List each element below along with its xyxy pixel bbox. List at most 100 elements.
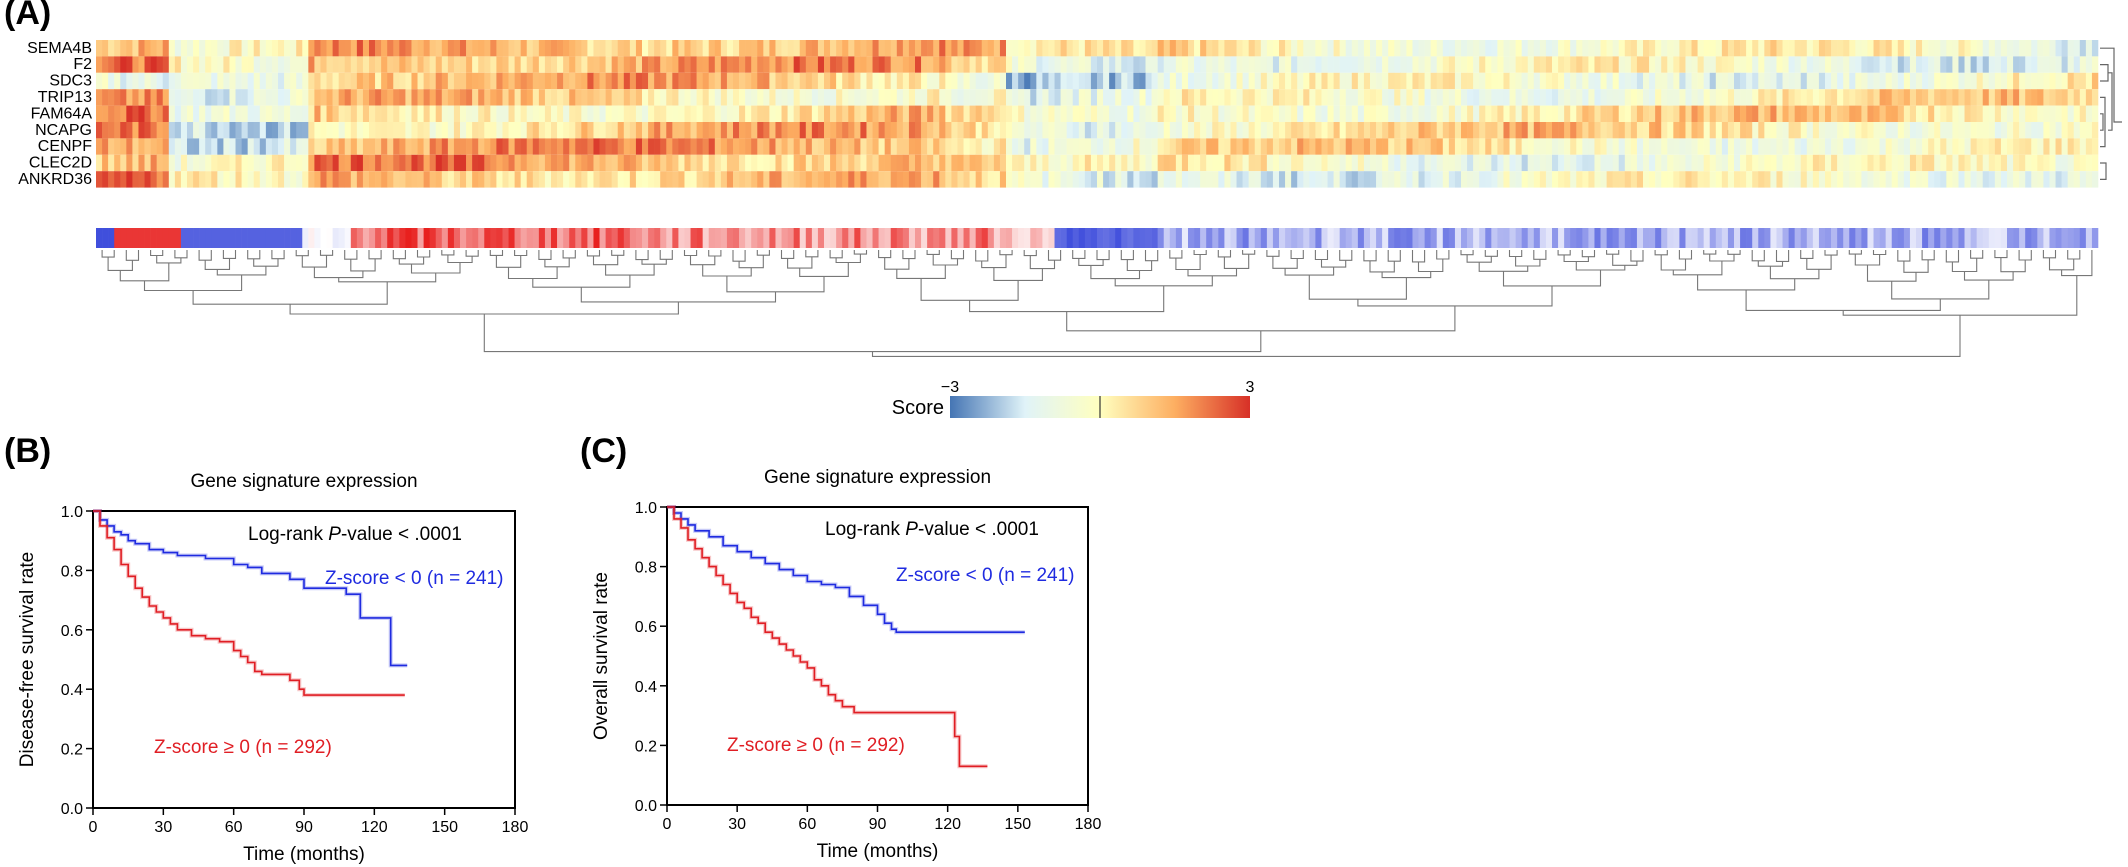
heatmap-cell [265, 105, 273, 122]
heatmap-cell [945, 122, 952, 139]
heatmap-cell [514, 40, 521, 57]
heatmap-cell [1115, 154, 1122, 172]
heatmap-cell [1115, 72, 1122, 90]
heatmap-cell [460, 56, 467, 73]
heatmap-cell [981, 105, 989, 122]
heatmap-cell [1515, 89, 1522, 106]
heatmap-cell [860, 72, 867, 90]
heatmap-cell [1940, 154, 1947, 172]
heatmap-cell [2007, 72, 2014, 90]
heatmap-cell [1545, 40, 1553, 57]
heatmap-cell [1291, 154, 1298, 172]
heatmap-cell [387, 154, 394, 172]
annotation-cell [1679, 228, 1686, 248]
heatmap-cell [1145, 122, 1152, 139]
heatmap-cell [2025, 72, 2032, 90]
dendrogram-branch [156, 255, 182, 264]
heatmap-cell [702, 154, 710, 172]
heatmap-cell [975, 72, 983, 90]
heatmap-cell [1515, 40, 1522, 57]
heatmap-cell [308, 138, 315, 155]
heatmap-cell [1782, 56, 1789, 73]
heatmap-cell [1491, 138, 1498, 155]
heatmap-cell [1964, 154, 1971, 172]
heatmap-cell [460, 171, 467, 188]
heatmap-cell [1976, 122, 1984, 139]
heatmap-cell [660, 122, 667, 139]
heatmap-cell [290, 56, 297, 73]
heatmap-cell [1782, 154, 1789, 172]
heatmap-cell [1024, 56, 1031, 73]
heatmap-cell [1424, 122, 1431, 139]
heatmap-cell [2019, 40, 2026, 57]
heatmap-cell [1382, 171, 1389, 188]
dendrogram-branch [1824, 250, 1838, 256]
heatmap-cell [1424, 171, 1431, 188]
heatmap-cell [842, 154, 849, 172]
heatmap-cell [1194, 138, 1201, 155]
heatmap-cell [629, 40, 637, 57]
heatmap-cell [2013, 122, 2020, 139]
gene-label: FAM64A [31, 105, 93, 122]
heatmap-cell [811, 72, 819, 90]
heatmap-cell [1218, 72, 1225, 90]
y-tick-label: 1.0 [635, 500, 657, 517]
heatmap-cell [314, 105, 321, 122]
annotation-cell [1849, 228, 1856, 248]
heatmap-cell [623, 122, 631, 139]
annotation-cell [1988, 228, 1996, 248]
heatmap-cell [1103, 72, 1110, 90]
heatmap-cell [1509, 89, 1516, 106]
heatmap-cell [1994, 56, 2002, 73]
heatmap-cell [1285, 72, 1292, 90]
heatmap-cell [1721, 56, 1729, 73]
heatmap-cell [1727, 40, 1735, 57]
heatmap-cell [1181, 89, 1189, 106]
heatmap-cell [332, 171, 339, 188]
x-tick-label: 150 [431, 819, 458, 836]
heatmap-cell [1473, 138, 1480, 155]
heatmap-cell [1066, 122, 1074, 139]
heatmap-cell [1084, 138, 1092, 155]
heatmap-cell [714, 122, 722, 139]
heatmap-cell [453, 89, 461, 106]
heatmap-cell [805, 122, 813, 139]
heatmap-cell [635, 122, 643, 139]
annotation-cell [253, 228, 261, 248]
annotation-cell [745, 228, 752, 248]
heatmap-cell [168, 154, 176, 172]
heatmap-cell [265, 138, 273, 155]
heatmap-cell [1545, 122, 1553, 139]
heatmap-cell [714, 40, 722, 57]
heatmap-cell [253, 72, 261, 90]
x-tick-label: 60 [225, 819, 243, 836]
heatmap-cell [1922, 105, 1929, 122]
heatmap-cell [563, 40, 570, 57]
heatmap-cell [1885, 138, 1893, 155]
heatmap-cell [2049, 72, 2056, 90]
heatmap-cell [1345, 122, 1353, 139]
logrank-suffix: -value < .0001 [341, 524, 462, 545]
heatmap-cell [1624, 138, 1632, 155]
heatmap-cell [648, 89, 655, 106]
dendrogram-branch [1023, 250, 1037, 257]
heatmap-cell [1734, 138, 1741, 155]
heatmap-cell [824, 154, 831, 172]
heatmap-cell [1806, 138, 1814, 155]
annotation-cell [1715, 228, 1723, 248]
heatmap-cell [1916, 122, 1923, 139]
heatmap-cell [866, 105, 873, 122]
heatmap-cell [1764, 122, 1771, 139]
heatmap-cell [1812, 89, 1820, 106]
heatmap-cell [708, 40, 716, 57]
y-tick-label: 0.6 [61, 623, 83, 640]
heatmap-cell [836, 122, 843, 139]
annotation-cell [1272, 228, 1280, 248]
heatmap-cell [2037, 89, 2044, 106]
heatmap-cell [1679, 154, 1686, 172]
heatmap-cell [447, 122, 455, 139]
heatmap-cell [1982, 89, 1990, 106]
heatmap-cell [1521, 105, 1529, 122]
heatmap-cell [933, 122, 940, 139]
heatmap-cell [993, 138, 1001, 155]
